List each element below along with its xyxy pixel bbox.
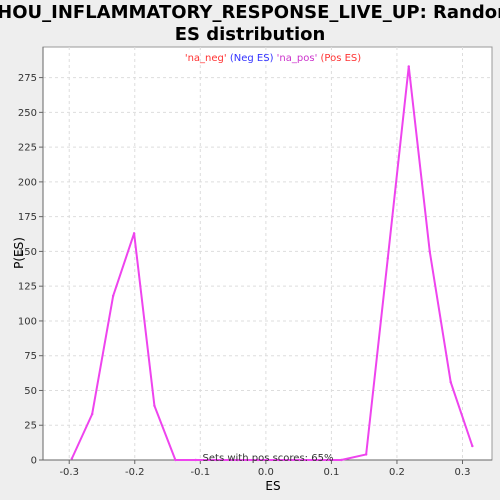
x-tick-label: 0.1 — [323, 467, 339, 478]
legend: 'na_neg' (Neg ES) 'na_pos' (Pos ES) — [185, 53, 361, 64]
axes: 0 25 50 75 100 125 150 175 200 225 250 275 -0.3 -0.2 -… — [18, 47, 492, 478]
series-point — [90, 412, 94, 416]
series-point — [111, 294, 115, 298]
legend-entry-pos-es: (Pos ES) — [321, 53, 362, 64]
series-point — [194, 458, 197, 462]
series-point — [386, 257, 389, 260]
series-point — [428, 250, 431, 253]
series-point — [298, 458, 301, 462]
chart-title-line-2: ES distribution — [175, 24, 326, 45]
chart-title-line-1: ZHOU_INFLAMMATORY_RESPONSE_LIVE_UP: Rand… — [0, 2, 500, 23]
x-tick-label: 0.2 — [389, 467, 405, 478]
series-point — [407, 65, 410, 68]
y-tick-label: 175 — [18, 212, 37, 223]
series-point — [340, 458, 343, 462]
series-point — [277, 458, 281, 462]
series-point — [132, 232, 136, 235]
y-tick-label: 0 — [31, 456, 37, 467]
series-point — [70, 457, 74, 460]
y-tick-label: 150 — [18, 247, 37, 258]
legend-entry-neg-es: (Neg ES) — [230, 53, 274, 64]
y-tick-label: 25 — [24, 421, 37, 432]
y-axis-label: P(ES) — [12, 237, 26, 269]
series-point — [236, 458, 239, 462]
y-tick-label: 250 — [18, 108, 37, 119]
legend-entry-na-pos: 'na_pos' — [277, 53, 318, 64]
y-tick-label: 225 — [18, 143, 37, 154]
series-point — [471, 444, 474, 448]
series-point — [256, 458, 260, 462]
series-layer — [70, 65, 474, 462]
series-point — [174, 458, 177, 462]
x-tick-label: -0.1 — [191, 467, 211, 478]
series-point — [319, 458, 322, 462]
x-tick-label: -0.2 — [125, 467, 145, 478]
y-tick-label: 50 — [24, 386, 37, 397]
series-line-0 — [70, 65, 474, 461]
x-axis-label: ES — [265, 479, 280, 493]
pos-scores-annotation: Sets with pos scores: 65% — [203, 453, 334, 464]
series-point — [449, 380, 452, 384]
x-tick-label: -0.3 — [59, 467, 79, 478]
y-tick-label: 75 — [24, 351, 37, 362]
y-tick-label: 100 — [18, 316, 37, 327]
series-point — [153, 404, 156, 407]
legend-entry-na-neg: 'na_neg' — [185, 53, 227, 64]
series-point — [215, 458, 218, 462]
y-tick-label: 275 — [18, 73, 37, 84]
x-tick-label: 0.3 — [455, 467, 471, 478]
plot-area — [42, 46, 493, 461]
y-tick-label: 200 — [18, 177, 37, 188]
series-point — [364, 453, 368, 456]
x-tick-label: 0.0 — [258, 467, 274, 478]
y-tick-label: 125 — [18, 282, 37, 293]
